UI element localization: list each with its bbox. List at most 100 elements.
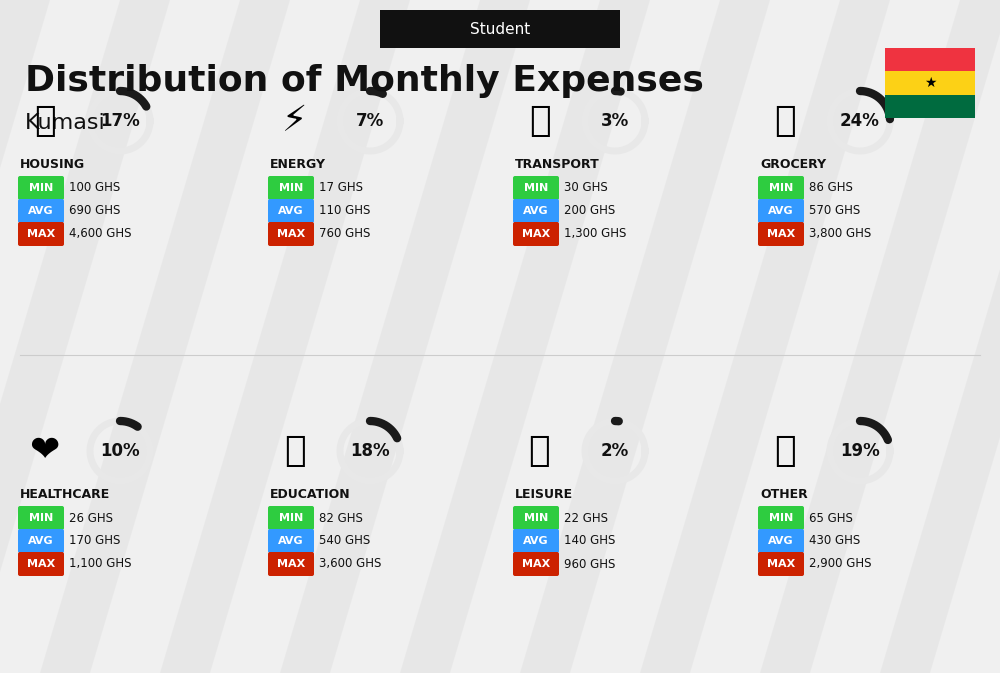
Text: LEISURE: LEISURE: [515, 489, 573, 501]
Polygon shape: [760, 0, 1000, 673]
FancyBboxPatch shape: [758, 506, 804, 530]
Text: ⚡: ⚡: [282, 104, 308, 138]
Text: 🛒: 🛒: [774, 104, 796, 138]
Text: AVG: AVG: [768, 206, 794, 216]
Text: 10%: 10%: [100, 442, 140, 460]
FancyBboxPatch shape: [758, 552, 804, 576]
Text: MIN: MIN: [524, 513, 548, 523]
Text: 430 GHS: 430 GHS: [809, 534, 860, 548]
Text: 540 GHS: 540 GHS: [319, 534, 370, 548]
Text: 22 GHS: 22 GHS: [564, 511, 608, 524]
Text: 3,800 GHS: 3,800 GHS: [809, 227, 871, 240]
Text: MAX: MAX: [27, 229, 55, 239]
Polygon shape: [880, 0, 1000, 673]
Text: AVG: AVG: [278, 536, 304, 546]
Text: Student: Student: [470, 22, 530, 36]
Text: 26 GHS: 26 GHS: [69, 511, 113, 524]
Text: 19%: 19%: [840, 442, 880, 460]
Text: MIN: MIN: [29, 513, 53, 523]
Text: 💰: 💰: [774, 434, 796, 468]
FancyBboxPatch shape: [513, 552, 559, 576]
Text: 1,300 GHS: 1,300 GHS: [564, 227, 626, 240]
Text: HEALTHCARE: HEALTHCARE: [20, 489, 110, 501]
Text: 760 GHS: 760 GHS: [319, 227, 370, 240]
Text: MAX: MAX: [522, 229, 550, 239]
Text: HOUSING: HOUSING: [20, 159, 85, 172]
Text: 2,900 GHS: 2,900 GHS: [809, 557, 872, 571]
FancyBboxPatch shape: [18, 506, 64, 530]
Text: ENERGY: ENERGY: [270, 159, 326, 172]
Polygon shape: [0, 0, 50, 673]
Text: AVG: AVG: [28, 206, 54, 216]
Text: TRANSPORT: TRANSPORT: [515, 159, 600, 172]
FancyBboxPatch shape: [380, 10, 620, 48]
Text: AVG: AVG: [523, 536, 549, 546]
Text: 960 GHS: 960 GHS: [564, 557, 615, 571]
Text: EDUCATION: EDUCATION: [270, 489, 351, 501]
Text: Distribution of Monthly Expenses: Distribution of Monthly Expenses: [25, 64, 704, 98]
FancyBboxPatch shape: [758, 176, 804, 200]
Text: 100 GHS: 100 GHS: [69, 182, 120, 194]
Text: 4,600 GHS: 4,600 GHS: [69, 227, 132, 240]
FancyBboxPatch shape: [513, 529, 559, 553]
Text: 200 GHS: 200 GHS: [564, 205, 615, 217]
FancyBboxPatch shape: [268, 199, 314, 223]
FancyBboxPatch shape: [513, 222, 559, 246]
Text: MAX: MAX: [27, 559, 55, 569]
Text: MIN: MIN: [769, 513, 793, 523]
FancyBboxPatch shape: [18, 529, 64, 553]
Text: AVG: AVG: [768, 536, 794, 546]
Polygon shape: [280, 0, 530, 673]
FancyBboxPatch shape: [758, 199, 804, 223]
Text: Kumasi: Kumasi: [25, 113, 106, 133]
Text: 24%: 24%: [840, 112, 880, 130]
Text: 17%: 17%: [100, 112, 140, 130]
FancyBboxPatch shape: [885, 71, 975, 95]
Text: AVG: AVG: [523, 206, 549, 216]
FancyBboxPatch shape: [513, 506, 559, 530]
Text: MAX: MAX: [522, 559, 550, 569]
Polygon shape: [400, 0, 650, 673]
Text: MAX: MAX: [767, 229, 795, 239]
FancyBboxPatch shape: [268, 552, 314, 576]
FancyBboxPatch shape: [885, 95, 975, 118]
Polygon shape: [160, 0, 410, 673]
Polygon shape: [0, 0, 170, 673]
Text: MAX: MAX: [767, 559, 795, 569]
FancyBboxPatch shape: [758, 529, 804, 553]
FancyBboxPatch shape: [513, 199, 559, 223]
Text: 140 GHS: 140 GHS: [564, 534, 615, 548]
FancyBboxPatch shape: [268, 506, 314, 530]
FancyBboxPatch shape: [268, 529, 314, 553]
FancyBboxPatch shape: [268, 176, 314, 200]
Text: MIN: MIN: [524, 183, 548, 193]
Text: 🏢: 🏢: [34, 104, 56, 138]
Text: 3,600 GHS: 3,600 GHS: [319, 557, 381, 571]
Text: 570 GHS: 570 GHS: [809, 205, 860, 217]
Text: OTHER: OTHER: [760, 489, 808, 501]
Polygon shape: [520, 0, 770, 673]
Text: 🎓: 🎓: [284, 434, 306, 468]
Text: GROCERY: GROCERY: [760, 159, 826, 172]
Text: MIN: MIN: [29, 183, 53, 193]
Text: AVG: AVG: [278, 206, 304, 216]
FancyBboxPatch shape: [513, 176, 559, 200]
Text: MAX: MAX: [277, 229, 305, 239]
Text: 170 GHS: 170 GHS: [69, 534, 120, 548]
Text: 1,100 GHS: 1,100 GHS: [69, 557, 132, 571]
Text: 7%: 7%: [356, 112, 384, 130]
Text: MIN: MIN: [769, 183, 793, 193]
Polygon shape: [40, 0, 290, 673]
Text: MIN: MIN: [279, 183, 303, 193]
Text: MAX: MAX: [277, 559, 305, 569]
Text: 30 GHS: 30 GHS: [564, 182, 608, 194]
Text: 17 GHS: 17 GHS: [319, 182, 363, 194]
Text: 3%: 3%: [601, 112, 629, 130]
Text: 🚌: 🚌: [529, 104, 551, 138]
FancyBboxPatch shape: [758, 222, 804, 246]
FancyBboxPatch shape: [18, 176, 64, 200]
FancyBboxPatch shape: [18, 199, 64, 223]
Text: 110 GHS: 110 GHS: [319, 205, 370, 217]
FancyBboxPatch shape: [885, 48, 975, 71]
Text: ❤️: ❤️: [30, 434, 60, 468]
